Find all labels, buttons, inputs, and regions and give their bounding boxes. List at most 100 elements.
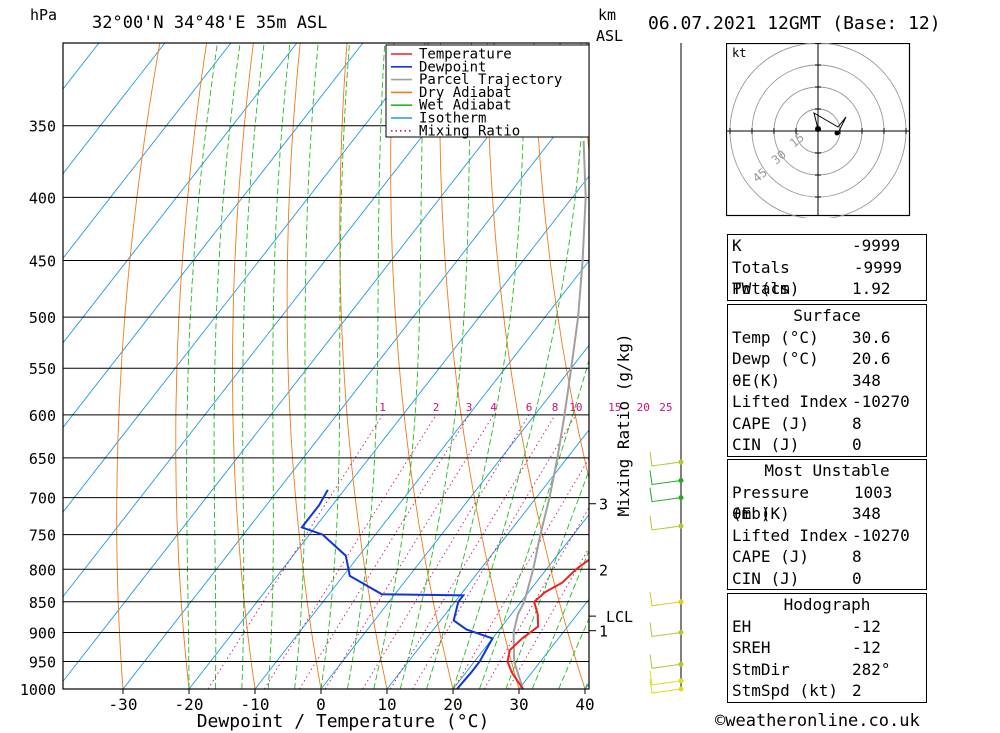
isotherm-line bbox=[386, 429, 589, 689]
surface-row: Dewp (°C) 20.6 bbox=[732, 349, 891, 368]
temperature-line bbox=[506, 558, 589, 689]
dewpoint-line bbox=[300, 489, 494, 689]
height-unit-asl: ASL bbox=[596, 27, 624, 45]
mixing-ratio-label: 8 bbox=[552, 401, 559, 414]
date-title: 06.07.2021 12GMT (Base: 12) bbox=[648, 13, 941, 34]
wet-adiabat-line bbox=[267, 43, 291, 689]
wet-adiabat-line bbox=[294, 43, 319, 689]
y-tick-label: 900 bbox=[29, 624, 56, 642]
parcel-trajectory-line bbox=[512, 140, 587, 689]
mixing-ratio-axis-label: Mixing Ratio (g/kg) bbox=[614, 333, 633, 516]
wind-barb bbox=[649, 470, 682, 486]
isotherm-line bbox=[63, 43, 232, 259]
height-marker-label: LCL bbox=[606, 608, 633, 626]
wet-adiabat-line bbox=[320, 43, 350, 689]
mixing-ratio-line bbox=[507, 546, 589, 689]
x-tick-label: -30 bbox=[109, 695, 138, 714]
indices-table: K -9999 Totals Totals -9999 PW (cm) 1.92 bbox=[727, 234, 927, 301]
wind-barb bbox=[649, 591, 682, 607]
y-tick-label: 950 bbox=[29, 653, 56, 671]
plot-frame bbox=[62, 42, 590, 690]
most-unstable-row: CIN (J) 0 bbox=[732, 568, 862, 588]
y-tick-label: 350 bbox=[29, 118, 56, 136]
height-marker-label: 1 bbox=[599, 623, 608, 641]
hodograph-stats-row: StmDir 282° bbox=[732, 659, 891, 679]
legend-entry: Wet Adiabat bbox=[419, 98, 512, 114]
surface-row: Temp (°C) 30.6 bbox=[732, 327, 891, 347]
surface-title: Surface bbox=[793, 306, 861, 325]
most-unstable-row: CAPE (J) 8 bbox=[732, 547, 862, 566]
mixing-ratio-label: 1 bbox=[379, 401, 386, 414]
y-tick-label: 550 bbox=[29, 360, 56, 378]
hodograph-surface-point bbox=[815, 126, 821, 132]
legend-entry: Mixing Ratio bbox=[419, 123, 520, 139]
surface-table: Surface Temp (°C) 30.6 Dewp (°C) 20.6 θE(K… bbox=[727, 304, 927, 457]
x-tick-label: -10 bbox=[241, 695, 270, 714]
x-tick-label: 0 bbox=[316, 695, 326, 714]
isotherm-line bbox=[254, 260, 589, 689]
wind-barb bbox=[649, 678, 682, 694]
most-unstable-table: Most Unstable Pressure (mb) 1003 θE (K) 34… bbox=[727, 459, 927, 590]
most-unstable-title: Most Unstable bbox=[764, 461, 890, 480]
location-title: 32°00'N 34°48'E 35m ASL bbox=[92, 13, 328, 33]
indices-row: K -9999 bbox=[732, 236, 901, 255]
hodograph-stats-row: SREH -12 bbox=[732, 638, 881, 657]
isotherm-line bbox=[63, 43, 364, 429]
dry-adiabat-line bbox=[286, 43, 322, 689]
y-tick-label: 500 bbox=[29, 309, 56, 327]
wet-adiabat-line bbox=[213, 43, 241, 689]
surface-row: CAPE (J) 8 bbox=[732, 413, 862, 433]
isotherm-line bbox=[188, 175, 589, 689]
mixing-ratio-line bbox=[362, 414, 530, 689]
height-unit-km: km bbox=[598, 6, 617, 24]
wind-barb bbox=[649, 670, 682, 686]
y-tick-label: 800 bbox=[29, 561, 56, 579]
isotherm-line bbox=[452, 513, 589, 689]
isotherm-line bbox=[63, 43, 496, 598]
wet-adiabat-line bbox=[186, 43, 218, 689]
hodograph-trace bbox=[813, 111, 847, 134]
y-tick-label: 600 bbox=[29, 407, 56, 425]
legend-entry: Dewpoint bbox=[419, 59, 486, 75]
surface-row: CIN (J) 0 bbox=[732, 435, 862, 454]
isotherm-line bbox=[63, 43, 166, 175]
dry-adiabat-line bbox=[116, 43, 161, 689]
wind-barb bbox=[649, 487, 682, 503]
wet-adiabat-line bbox=[558, 617, 589, 689]
mixing-ratio-line bbox=[264, 414, 437, 689]
legend-entry: Isotherm bbox=[419, 111, 486, 127]
mixing-ratio-label: 3 bbox=[466, 401, 473, 414]
y-tick-label: 400 bbox=[29, 189, 56, 207]
wet-adiabat-line bbox=[505, 469, 589, 689]
mixing-ratio-label: 10 bbox=[569, 401, 582, 414]
wet-adiabat-line bbox=[241, 43, 265, 689]
y-tick-label: 750 bbox=[29, 527, 56, 545]
wind-barb bbox=[649, 622, 682, 638]
legend-entry: Parcel Trajectory bbox=[419, 72, 562, 88]
hodograph-stats-title: Hodograph bbox=[783, 595, 871, 614]
wet-adiabat-line bbox=[399, 43, 473, 689]
hodograph-stats-row: EH -12 bbox=[732, 616, 881, 636]
y-tick-label: 650 bbox=[29, 450, 56, 468]
indices-row: Totals Totals -9999 bbox=[732, 257, 903, 299]
height-marker-label: 3 bbox=[599, 496, 608, 514]
isotherm-line bbox=[63, 43, 298, 344]
isotherm-line bbox=[122, 90, 589, 689]
hodograph-storm-point bbox=[834, 130, 840, 136]
credit-link[interactable]: ©weatheronline.co.uk bbox=[715, 711, 920, 731]
wind-barb bbox=[649, 451, 682, 467]
dry-adiabat-line bbox=[175, 43, 208, 689]
y-tick-label: 700 bbox=[29, 490, 56, 508]
height-marker-label: 2 bbox=[599, 561, 608, 579]
mixing-ratio-line bbox=[390, 414, 556, 689]
most-unstable-row: Pressure (mb) 1003 bbox=[732, 482, 893, 524]
isotherm-line bbox=[63, 43, 562, 683]
most-unstable-row: θE (K) 348 bbox=[732, 504, 881, 523]
mixing-ratio-line bbox=[207, 414, 383, 689]
dry-adiabat-line bbox=[486, 43, 586, 689]
wind-barb bbox=[649, 654, 682, 669]
most-unstable-row: Lifted Index -10270 bbox=[732, 525, 910, 545]
mixing-ratio-label: 15 bbox=[608, 401, 621, 414]
